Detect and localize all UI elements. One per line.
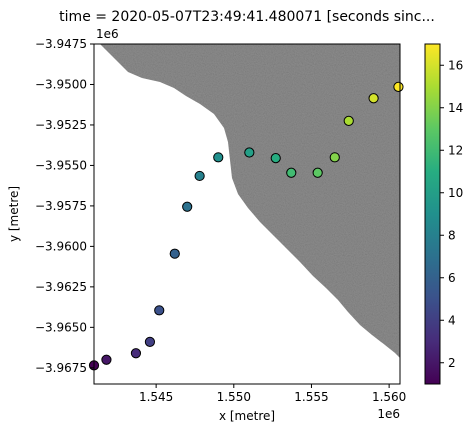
x-tick-label: 1.555 [294,390,328,404]
colorbar-tick-label: 14 [448,101,463,115]
x-offset-label: 1e6 [377,407,400,421]
y-axis-label: y [metre] [7,186,21,242]
axes-frame [93,43,401,385]
chart-title: time = 2020-05-07T23:49:41.480071 [secon… [59,9,435,25]
scatter-point [182,201,193,212]
scatter-point [154,305,165,316]
scatter-point [244,147,255,158]
scatter-point [312,167,323,178]
land-image [100,44,400,358]
colorbar-ticks: 2 4 6 8 10 12 14 16 [440,58,463,370]
y-tick-label: −3.9475 [35,37,87,51]
scatter-point [329,152,340,163]
y-tick-label: −3.9625 [35,280,87,294]
y-tick-label: −3.9525 [35,118,87,132]
scatter-point [101,354,112,365]
colorbar-tick-label: 8 [448,228,456,242]
y-tick-label: −3.9550 [35,158,87,172]
y-tick-label: −3.9500 [35,77,87,91]
scatter-point [144,336,156,348]
colorbar-tick-label: 16 [448,58,463,72]
scatter-point [270,153,281,164]
colorbar-tick-label: 12 [448,143,463,157]
x-tick-label: 1.545 [139,390,173,404]
x-axis: 1.545 1.550 1.555 1.560 [139,384,406,404]
scatter-point [169,248,180,259]
y-tick-label: −3.9675 [35,361,87,375]
x-tick-label: 1.550 [217,390,251,404]
scatter-point [368,93,379,104]
scatter-point [194,170,205,182]
plot-area [94,44,400,384]
colorbar-gradient [424,43,441,385]
colorbar-tick-label: 6 [448,271,456,285]
y-tick-label: −3.9575 [35,199,87,213]
scatter-point [130,348,142,359]
colorbar-tick-label: 4 [448,313,456,327]
scatter-point [213,152,224,163]
colorbar-tick-label: 10 [448,186,463,200]
colorbar-tick-label: 2 [448,356,456,370]
scatter-point [393,81,404,93]
scatter-point [343,115,354,127]
scatter-point [286,167,297,178]
y-tick-label: −3.9600 [35,239,87,253]
y-offset-label: 1e6 [96,27,119,41]
x-axis-label: x [metre] [219,409,275,423]
colorbar: 2 4 6 8 10 12 14 16 [424,43,463,385]
x-tick-label: 1.560 [372,390,406,404]
y-tick-label: −3.9650 [35,320,87,334]
y-axis: −3.9475 −3.9500 −3.9525 −3.9550 −3.9575 −3.96… [35,37,94,375]
